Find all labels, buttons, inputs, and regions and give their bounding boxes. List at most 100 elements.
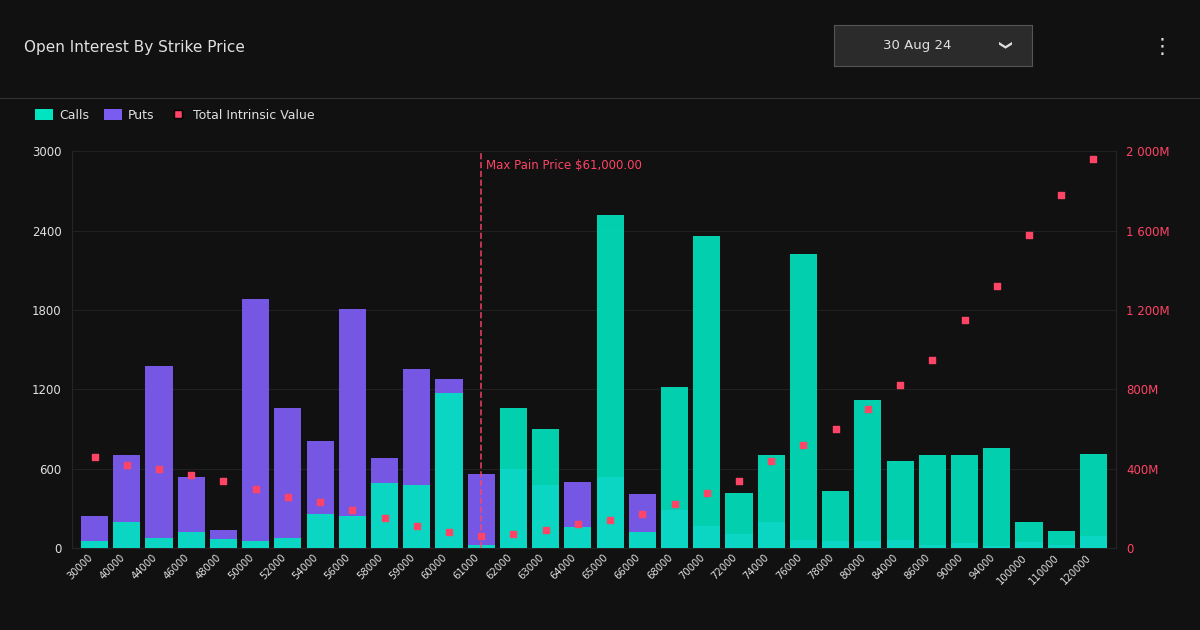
Point	[181, 469, 200, 479]
Point	[504, 529, 523, 539]
Bar	[403, 369, 431, 548]
Point	[697, 488, 716, 498]
Bar	[436, 379, 462, 548]
Point	[214, 476, 233, 486]
Bar	[275, 538, 301, 548]
Point	[311, 498, 330, 508]
Bar	[145, 537, 173, 548]
Bar	[500, 469, 527, 548]
Point	[762, 455, 781, 466]
Bar	[338, 517, 366, 548]
Bar	[500, 408, 527, 548]
Bar	[210, 530, 236, 548]
Bar	[113, 522, 140, 548]
Bar	[532, 484, 559, 548]
Point	[600, 515, 619, 525]
Bar	[306, 513, 334, 548]
Bar	[403, 484, 431, 548]
Bar	[983, 447, 1010, 548]
Bar	[1080, 536, 1106, 548]
Point	[118, 460, 137, 470]
Bar	[1015, 522, 1043, 548]
Point	[1051, 190, 1070, 200]
Bar	[596, 215, 624, 548]
Bar	[1015, 542, 1043, 548]
Bar	[854, 400, 882, 548]
Bar	[468, 545, 494, 548]
Bar	[822, 491, 850, 548]
Bar	[887, 539, 913, 548]
Text: Max Pain Price $61,000.00: Max Pain Price $61,000.00	[486, 159, 642, 172]
Bar	[983, 546, 1010, 548]
Point	[923, 355, 942, 365]
Point	[1020, 229, 1039, 239]
Bar	[726, 534, 752, 548]
Bar	[113, 455, 140, 548]
Text: Open Interest By Strike Price: Open Interest By Strike Price	[24, 40, 245, 55]
Bar	[629, 494, 656, 548]
Bar	[1080, 454, 1106, 548]
Bar	[178, 477, 205, 548]
Bar	[306, 441, 334, 548]
Point	[890, 381, 910, 391]
Bar	[661, 387, 688, 548]
Bar	[629, 532, 656, 548]
Bar	[919, 545, 946, 548]
Bar	[757, 455, 785, 548]
Bar	[564, 527, 592, 548]
Point	[858, 404, 877, 415]
Point	[632, 509, 652, 519]
Bar	[178, 532, 205, 548]
Bar	[564, 482, 592, 548]
Point	[407, 521, 426, 531]
Bar	[1048, 545, 1075, 548]
Point	[472, 531, 491, 541]
Bar	[887, 461, 913, 548]
Bar	[854, 541, 882, 548]
Point	[374, 513, 394, 524]
Point	[246, 484, 265, 494]
Text: 30 Aug 24: 30 Aug 24	[883, 39, 952, 52]
Text: ❯: ❯	[996, 40, 1009, 51]
Bar	[596, 477, 624, 548]
Point	[569, 519, 588, 529]
Bar	[242, 299, 269, 548]
Point	[439, 527, 458, 537]
Bar	[371, 458, 398, 548]
Point	[730, 476, 749, 486]
Bar	[210, 539, 236, 548]
Point	[278, 491, 298, 501]
Point	[794, 440, 814, 450]
Point	[536, 525, 556, 536]
Bar	[532, 429, 559, 548]
Point	[343, 505, 362, 515]
Bar	[371, 483, 398, 548]
Bar	[82, 541, 108, 548]
Bar	[790, 255, 817, 548]
Bar	[436, 393, 462, 548]
Bar	[952, 455, 978, 548]
Bar	[242, 541, 269, 548]
Bar	[726, 493, 752, 548]
Bar	[952, 544, 978, 548]
Bar	[822, 541, 850, 548]
Text: ⋮: ⋮	[1151, 37, 1172, 57]
Bar	[1048, 531, 1075, 548]
Bar	[694, 526, 720, 548]
Bar	[661, 510, 688, 548]
Point	[149, 464, 168, 474]
Bar	[919, 455, 946, 548]
Bar	[468, 474, 494, 548]
Bar	[338, 309, 366, 548]
Bar	[82, 517, 108, 548]
Bar	[275, 408, 301, 548]
Point	[988, 281, 1007, 291]
Bar	[790, 539, 817, 548]
Point	[1084, 154, 1103, 164]
Point	[85, 452, 104, 462]
Bar	[757, 522, 785, 548]
Point	[665, 500, 684, 510]
Bar	[694, 236, 720, 548]
Point	[826, 424, 845, 434]
Point	[955, 315, 974, 325]
